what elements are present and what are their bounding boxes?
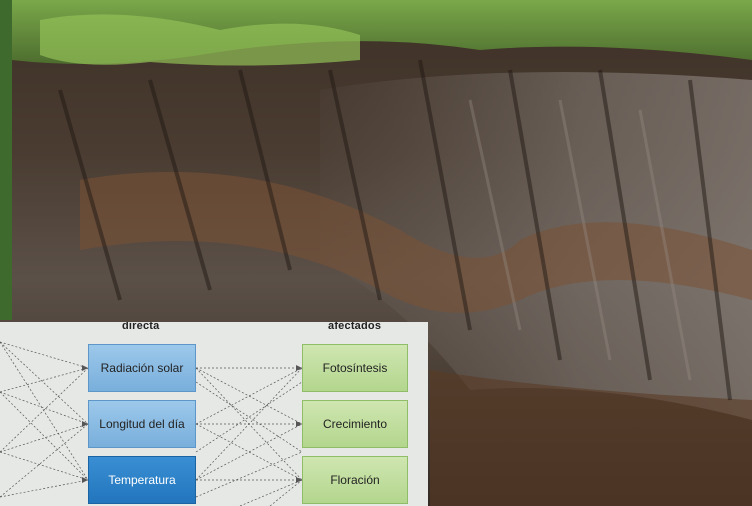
- process-box-crecimiento: Crecimiento: [302, 400, 408, 448]
- factor-label: Longitud del día: [99, 417, 185, 431]
- factors-diagram-panel: directa afectados Radiación solar Longit…: [0, 322, 428, 506]
- connection-lines: [0, 341, 303, 506]
- factor-box-longitud: Longitud del día: [88, 400, 196, 448]
- column-header-right: afectados: [328, 322, 382, 332]
- process-label: Fotosíntesis: [322, 361, 388, 375]
- factor-box-radiacion: Radiación solar: [88, 344, 196, 392]
- process-box-fotosintesis: Fotosíntesis: [302, 344, 408, 392]
- factor-label: Temperatura: [108, 473, 176, 487]
- process-box-floracion: Floración: [302, 456, 408, 504]
- factor-box-temperatura: Temperatura: [88, 456, 196, 504]
- process-label: Floración: [330, 473, 380, 487]
- column-header-left: directa: [122, 322, 160, 332]
- process-label: Crecimiento: [322, 417, 388, 431]
- factor-label: Radiación solar: [100, 361, 184, 375]
